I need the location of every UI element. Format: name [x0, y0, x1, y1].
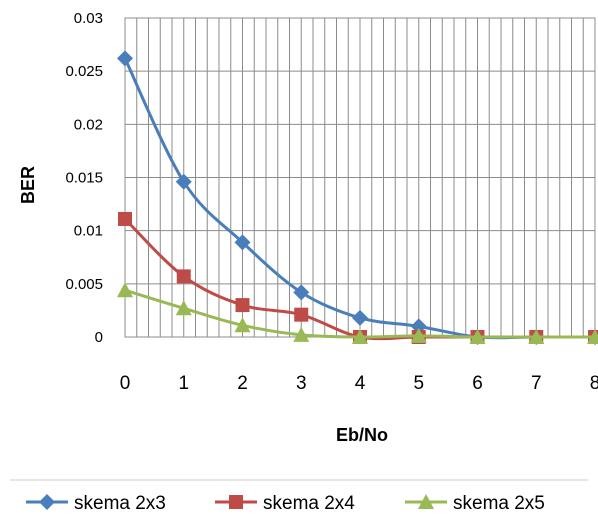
- legend-label: skema 2x5: [453, 493, 545, 514]
- data-point: [118, 211, 132, 226]
- x-tick-labels: 0 1 2 3 4 5 6 7 8: [120, 373, 598, 394]
- x-tick-label: 8: [590, 373, 598, 394]
- legend-item: skema 2x4: [215, 493, 355, 514]
- data-point: [528, 329, 545, 344]
- data-point: [469, 329, 486, 344]
- legend-item: skema 2x3: [26, 493, 166, 514]
- data-point: [352, 329, 368, 344]
- x-tick-label: 4: [355, 373, 366, 394]
- data-point: [117, 282, 133, 298]
- series-layer: [117, 50, 598, 345]
- data-point: [175, 173, 192, 190]
- y-tick-label: 0.025: [65, 63, 103, 80]
- y-tick-label: 0: [95, 329, 103, 346]
- series-skema-2x4: [118, 211, 598, 344]
- legend-swatch-marker: [418, 494, 434, 509]
- x-tick-label: 7: [531, 373, 542, 394]
- x-tick-label: 5: [413, 373, 424, 394]
- series-skema-2x3: [117, 50, 598, 345]
- x-tick-label: 0: [120, 373, 131, 394]
- data-point: [235, 298, 250, 313]
- data-point: [293, 284, 310, 301]
- legend-swatch-marker: [229, 495, 243, 509]
- data-point: [234, 234, 251, 251]
- grid: [124, 17, 596, 338]
- series-skema-2x5: [117, 282, 598, 344]
- legend-swatch-marker: [39, 494, 55, 510]
- x-tick-label: 2: [237, 373, 248, 394]
- y-tick-label: 0.015: [65, 170, 103, 187]
- data-point: [410, 327, 427, 343]
- y-tick-label: 0.03: [74, 10, 103, 27]
- legend-label: skema 2x4: [263, 493, 355, 514]
- data-point: [175, 300, 192, 316]
- data-point: [293, 326, 310, 342]
- y-tick-label: 0.01: [74, 223, 103, 240]
- x-tick-label: 3: [296, 373, 307, 394]
- data-point: [294, 307, 309, 322]
- data-point: [117, 50, 133, 67]
- x-tick-label: 6: [472, 373, 483, 394]
- y-tick-label: 0.005: [65, 276, 103, 293]
- y-axis-label: BER: [18, 166, 38, 204]
- legend-label: skema 2x3: [74, 493, 166, 514]
- data-point: [234, 317, 251, 333]
- x-axis-label: Eb/No: [336, 425, 388, 445]
- legend-item: skema 2x5: [405, 493, 545, 514]
- y-tick-label: 0.02: [74, 116, 103, 133]
- y-tick-labels: 0 0.005 0.01 0.015 0.02 0.025 0.03: [65, 10, 103, 346]
- x-tick-label: 1: [178, 373, 189, 394]
- data-point: [587, 329, 598, 344]
- legend: skema 2x3 skema 2x4 skema 2x5: [26, 493, 545, 514]
- data-point: [176, 269, 191, 284]
- data-point: [352, 309, 368, 326]
